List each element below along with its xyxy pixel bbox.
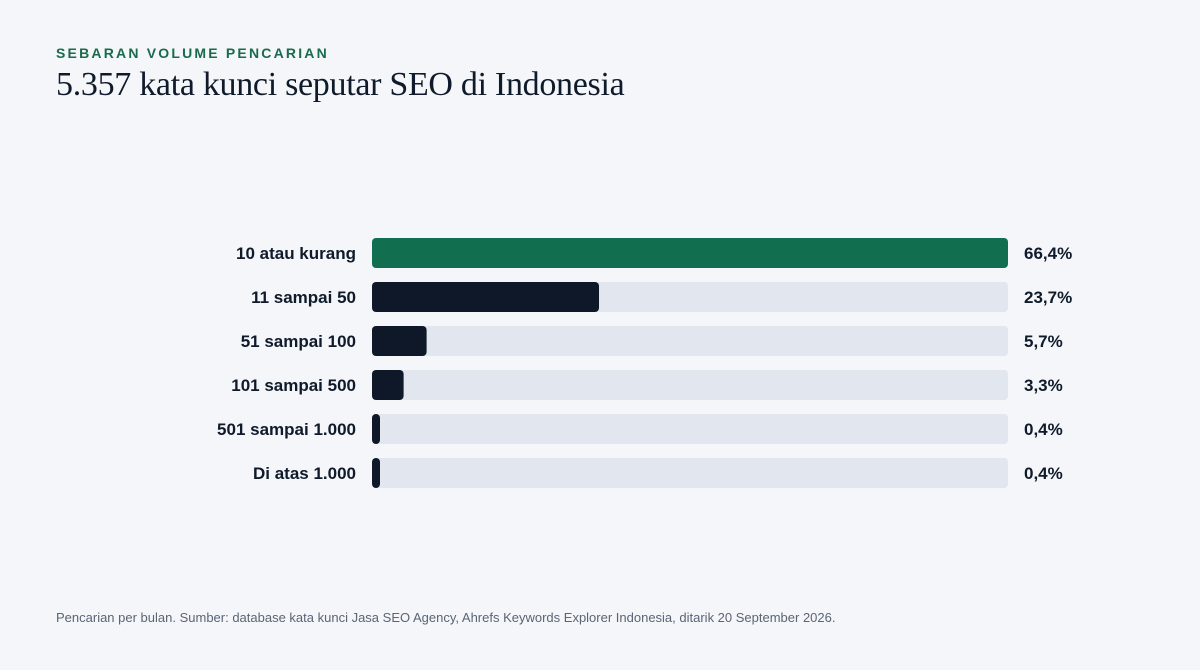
bar (372, 238, 1008, 268)
category-label: 501 sampai 1.000 (217, 420, 356, 439)
bar-row: 101 sampai 500 3,3% (231, 370, 1063, 400)
bar (372, 282, 600, 312)
value-label: 66,4% (1024, 244, 1072, 263)
value-label: 5,7% (1024, 332, 1063, 351)
bar-track (372, 414, 1008, 444)
bar-row: 501 sampai 1.000 0,4% (217, 414, 1063, 444)
category-label: 11 sampai 50 (251, 288, 356, 307)
bar-row: 11 sampai 50 23,7% (251, 282, 1072, 312)
bar-track (372, 326, 1008, 356)
category-label: 51 sampai 100 (241, 332, 356, 351)
bar-row: Di atas 1.000 0,4% (253, 458, 1063, 488)
bar-row: 51 sampai 100 5,7% (241, 326, 1063, 356)
bar (372, 458, 380, 488)
value-label: 23,7% (1024, 288, 1072, 307)
category-label: 101 sampai 500 (231, 376, 356, 395)
chart-title: 5.357 kata kunci seputar SEO di Indonesi… (56, 66, 625, 103)
category-label: Di atas 1.000 (253, 464, 356, 483)
value-label: 0,4% (1024, 420, 1063, 439)
category-label: 10 atau kurang (236, 244, 356, 263)
bar (372, 414, 380, 444)
value-label: 3,3% (1024, 376, 1063, 395)
bar-track (372, 370, 1008, 400)
bar-row: 10 atau kurang 66,4% (236, 238, 1072, 268)
chart-footnote: Pencarian per bulan. Sumber: database ka… (56, 610, 836, 625)
bar (372, 370, 404, 400)
value-label: 0,4% (1024, 464, 1063, 483)
bar (372, 326, 427, 356)
chart-eyebrow: SEBARAN VOLUME PENCARIAN (56, 45, 329, 61)
bar-track (372, 458, 1008, 488)
